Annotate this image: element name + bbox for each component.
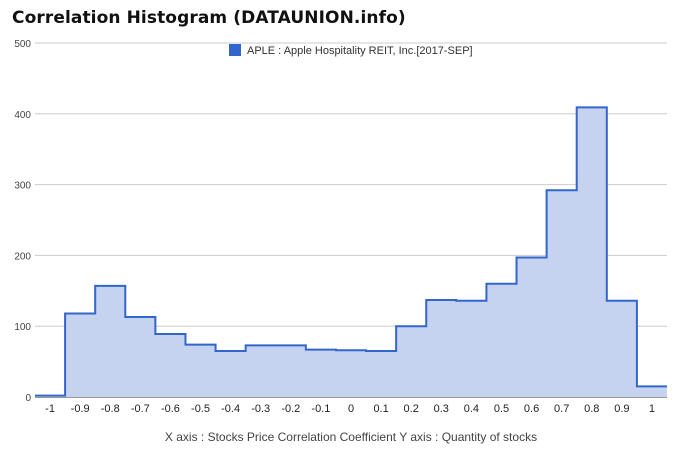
histogram-bin xyxy=(216,351,246,397)
x-tick-label: 0.3 xyxy=(434,403,449,415)
y-tick-label: 400 xyxy=(14,110,31,121)
histogram-bin xyxy=(486,284,516,397)
y-tick-label: 300 xyxy=(14,181,31,192)
legend-label: APLE : Apple Hospitality REIT, Inc.[2017… xyxy=(247,45,473,57)
histogram-bin xyxy=(637,386,667,397)
x-tick-label: 1 xyxy=(649,403,655,415)
x-tick-label: -0.9 xyxy=(71,403,90,415)
x-tick-label: -0.8 xyxy=(101,403,120,415)
x-tick-label: 0.8 xyxy=(584,403,599,415)
histogram-fill xyxy=(35,107,667,397)
histogram-bin xyxy=(65,313,95,397)
histogram-bin xyxy=(306,350,336,397)
x-tick-label: -0.3 xyxy=(251,403,270,415)
x-tick-label: -0.5 xyxy=(191,403,210,415)
x-tick-label: -0.4 xyxy=(221,403,240,415)
x-axis-ticks: -1 -0.9 -0.8 -0.7 -0.6 -0.5 -0.4 -0.3 -0.2 -0.1 0 0… xyxy=(45,403,655,415)
x-tick-label: 0.6 xyxy=(524,403,539,415)
histogram-bin xyxy=(577,107,607,397)
y-tick-label: 0 xyxy=(25,393,31,404)
histogram-area xyxy=(35,106,667,397)
histogram-bin xyxy=(336,350,366,397)
x-tick-label: -0.1 xyxy=(311,403,330,415)
x-tick-label: -1 xyxy=(45,403,55,415)
histogram-bin xyxy=(35,396,65,397)
x-tick-label: 0.1 xyxy=(373,403,388,415)
histogram-bin xyxy=(426,300,456,397)
histogram-bin xyxy=(125,317,155,397)
legend-swatch xyxy=(229,44,241,56)
x-tick-label: 0.7 xyxy=(554,403,569,415)
chart-title: Correlation Histogram (DATAUNION.info) xyxy=(12,8,406,28)
histogram-bin xyxy=(95,286,125,397)
y-tick-label: 500 xyxy=(14,39,31,50)
histogram-bin xyxy=(276,345,306,397)
histogram-bin xyxy=(155,334,185,397)
x-tick-label: 0.9 xyxy=(614,403,629,415)
legend[interactable]: APLE : Apple Hospitality REIT, Inc.[2017… xyxy=(229,44,473,57)
axis-caption: X axis : Stocks Price Correlation Coeffi… xyxy=(165,430,537,444)
histogram-bin xyxy=(517,258,547,397)
histogram-bin xyxy=(607,301,637,397)
histogram-outline xyxy=(35,106,667,397)
histogram-bin xyxy=(396,326,426,397)
y-tick-label: 200 xyxy=(14,251,31,262)
x-tick-label: 0 xyxy=(348,403,354,415)
x-tick-label: -0.6 xyxy=(161,403,180,415)
x-tick-label: 0.2 xyxy=(404,403,419,415)
x-tick-label: 0.5 xyxy=(494,403,509,415)
histogram-bin xyxy=(246,345,276,397)
histogram-bin xyxy=(185,345,215,397)
histogram-bin xyxy=(366,351,396,397)
x-tick-label: 0.4 xyxy=(464,403,479,415)
y-tick-label: 100 xyxy=(14,322,31,333)
histogram-bin xyxy=(547,190,577,397)
y-axis-ticks: 0 100 200 300 400 500 xyxy=(14,39,31,404)
x-tick-label: -0.2 xyxy=(281,403,300,415)
x-tick-label: -0.7 xyxy=(131,403,150,415)
histogram-bin xyxy=(456,301,486,397)
